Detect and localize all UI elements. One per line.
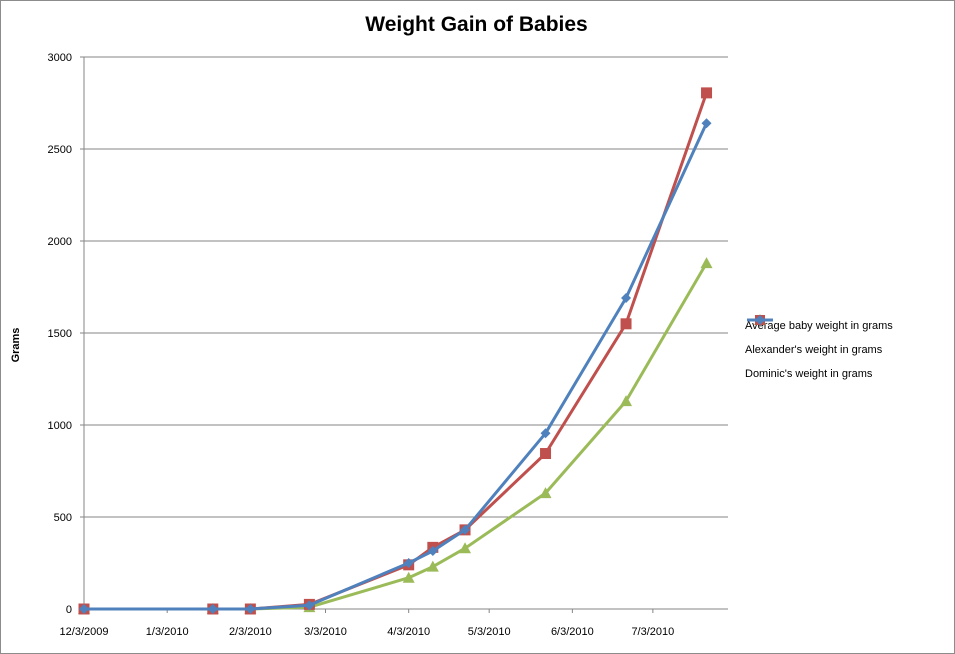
- data-point-alexander-s-weight-in-grams: [620, 318, 632, 330]
- data-point-average-baby-weight-in-grams: [459, 542, 472, 554]
- x-tick-label: 7/3/2010: [631, 626, 674, 638]
- data-point-dominic-s-weight-in-grams: [245, 604, 256, 614]
- data-point-alexander-s-weight-in-grams: [701, 87, 713, 99]
- x-tick-label: 2/3/2010: [229, 626, 272, 638]
- data-point-average-baby-weight-in-grams: [700, 257, 713, 269]
- legend-label: Alexander's weight in grams: [745, 344, 883, 356]
- x-tick-label: 6/3/2010: [551, 626, 594, 638]
- series-line-average-baby-weight-in-grams: [84, 262, 708, 611]
- data-point-dominic-s-weight-in-grams: [427, 546, 438, 557]
- legend-item: Alexander's weight in grams: [745, 315, 893, 362]
- y-tick-label: 2000: [48, 236, 72, 248]
- x-tick-label: 12/3/2009: [60, 626, 109, 638]
- data-point-dominic-s-weight-in-grams: [207, 604, 218, 614]
- x-tick-label: 3/3/2010: [304, 626, 347, 638]
- y-tick-label: 1500: [48, 328, 72, 340]
- y-tick-label: 3000: [48, 52, 72, 64]
- data-point-average-baby-weight-in-grams: [402, 571, 415, 583]
- x-tick-label: 5/3/2010: [468, 626, 511, 638]
- data-point-average-baby-weight-in-grams: [620, 395, 633, 407]
- legend-swatch: [747, 315, 773, 325]
- data-point-dominic-s-weight-in-grams: [701, 118, 712, 129]
- data-point-dominic-s-weight-in-grams: [540, 428, 551, 439]
- legend-item: Dominic's weight in grams: [745, 315, 893, 386]
- chart-title: Weight Gain of Babies: [365, 13, 588, 36]
- series-line-alexander-s-weight-in-grams: [84, 92, 708, 611]
- x-tick-label: 1/3/2010: [146, 626, 189, 638]
- data-point-average-baby-weight-in-grams: [539, 487, 552, 499]
- data-point-dominic-s-weight-in-grams: [79, 604, 89, 614]
- data-point-dominic-s-weight-in-grams: [621, 293, 632, 304]
- y-tick-label: 500: [54, 512, 72, 524]
- x-tick-label: 4/3/2010: [387, 626, 430, 638]
- series-line-dominic-s-weight-in-grams: [84, 122, 708, 611]
- y-tick-label: 0: [66, 604, 72, 616]
- y-tick-label: 2500: [48, 144, 72, 156]
- data-point-dominic-s-weight-in-grams: [460, 524, 471, 535]
- data-point-dominic-s-weight-in-grams: [304, 600, 315, 611]
- legend-label: Dominic's weight in grams: [745, 368, 873, 380]
- legend-label: Average baby weight in grams: [745, 320, 893, 332]
- legend: Average baby weight in grams Alexander's …: [745, 314, 893, 386]
- y-tick-label: 1000: [48, 420, 72, 432]
- data-point-alexander-s-weight-in-grams: [540, 448, 552, 460]
- data-point-average-baby-weight-in-grams: [426, 560, 439, 572]
- data-point-dominic-s-weight-in-grams: [403, 558, 414, 568]
